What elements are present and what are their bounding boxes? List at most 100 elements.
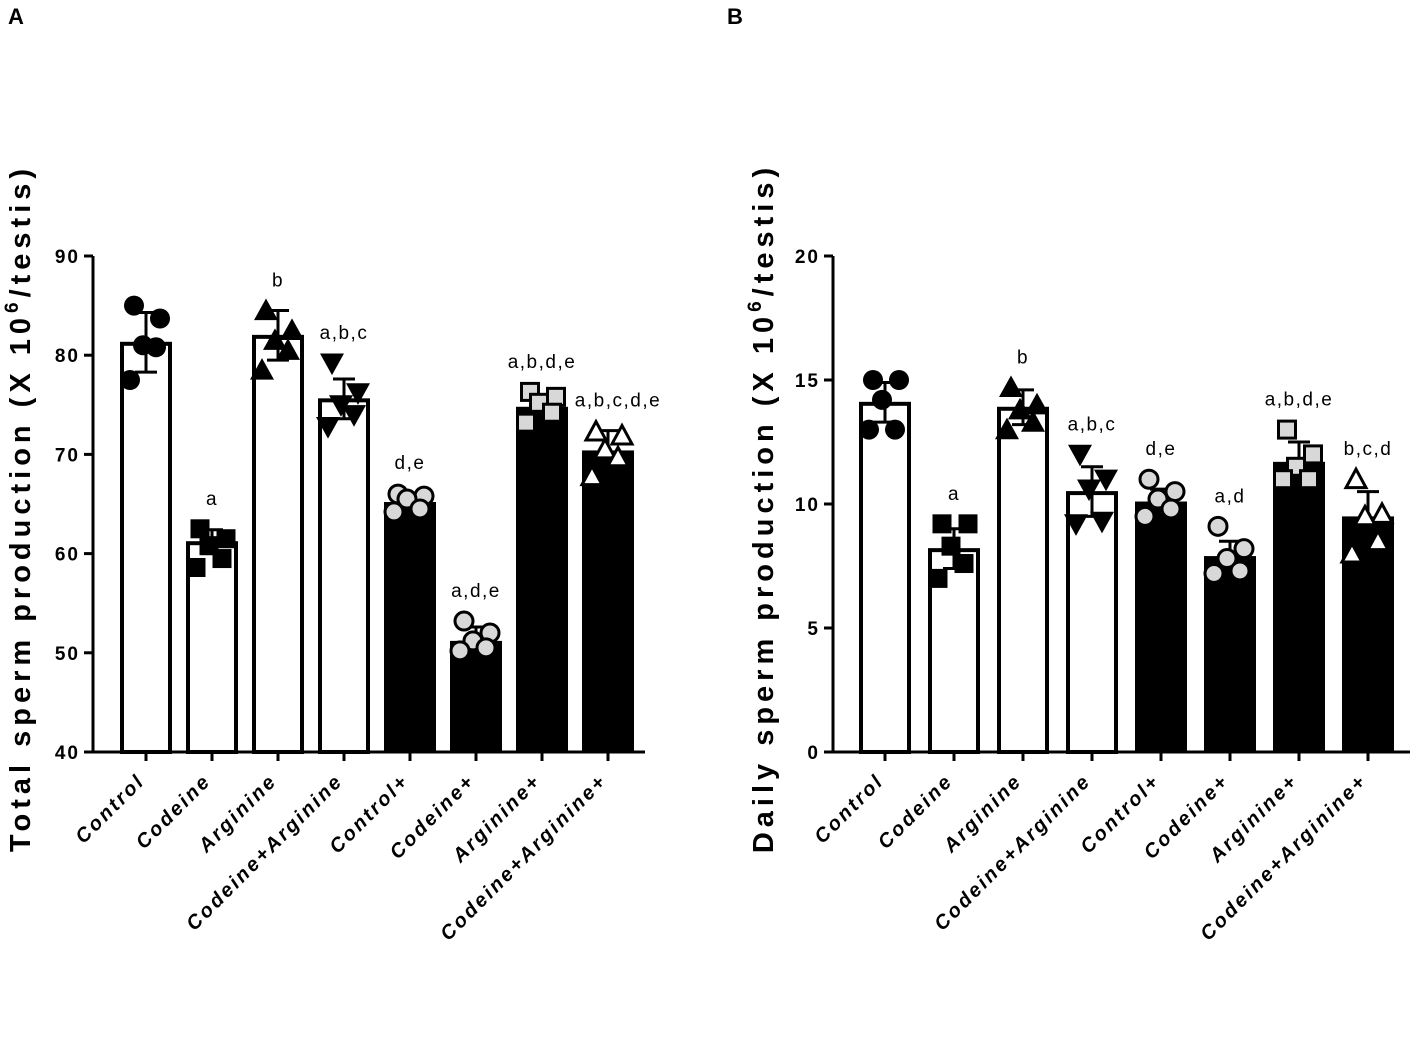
bar [1273, 461, 1325, 752]
data-point [1303, 444, 1323, 465]
data-point [1365, 528, 1391, 552]
data-point [872, 389, 892, 410]
data-point [254, 298, 278, 321]
y-tick-label: 40 [55, 743, 80, 764]
data-point [342, 405, 366, 427]
significance-label: d,e [1146, 439, 1177, 460]
data-point [1207, 515, 1229, 537]
data-point [941, 536, 961, 556]
data-point [1077, 479, 1101, 502]
bar [318, 398, 370, 754]
data-point [320, 353, 344, 376]
significance-label: a,b,c [320, 323, 369, 344]
bar [1135, 501, 1187, 752]
data-point [453, 610, 475, 632]
data-point [1021, 410, 1045, 432]
y-tick-label: 80 [55, 346, 80, 367]
data-point [542, 402, 562, 423]
data-point [889, 370, 909, 390]
data-point [124, 295, 144, 316]
data-point [932, 514, 952, 534]
data-point [1277, 419, 1297, 440]
data-point [276, 338, 300, 360]
panel-a: A Total sperm production (X 106/testis) 40… [2, 4, 661, 945]
y-axis-label: Daily sperm production (X 106/testis) [745, 163, 780, 853]
y-tick-label: 20 [795, 247, 820, 268]
y-tick-label: 70 [55, 445, 80, 466]
data-point [1339, 540, 1365, 564]
data-point [885, 419, 905, 440]
data-point [346, 383, 370, 405]
data-point [150, 308, 170, 329]
data-point [1160, 498, 1182, 520]
data-point [316, 417, 340, 439]
data-point [1090, 511, 1114, 534]
data-point [1343, 466, 1369, 490]
bar [997, 406, 1049, 754]
data-point [1203, 562, 1225, 584]
data-point [250, 358, 274, 380]
significance-label: b [272, 271, 284, 292]
bar [1204, 556, 1256, 752]
data-point [329, 395, 353, 417]
data-point [383, 501, 405, 523]
data-point [954, 554, 974, 574]
panel-letter: B [727, 4, 743, 29]
significance-label: a,b,c,d,e [575, 391, 661, 412]
y-tick-label: 5 [807, 619, 820, 640]
data-point [1299, 469, 1319, 490]
data-point [186, 557, 206, 577]
data-point [120, 370, 140, 390]
data-point [1068, 444, 1092, 467]
significance-label: a,d,e [451, 581, 501, 602]
data-point [216, 529, 236, 549]
data-point [1138, 468, 1160, 490]
significance-label: a,b,d,e [1265, 390, 1334, 411]
data-point [1369, 500, 1395, 524]
data-point [1134, 505, 1156, 527]
y-axis-label: Total sperm production (X 106/testis) [2, 164, 37, 852]
data-point [1025, 392, 1049, 415]
data-point [1229, 560, 1251, 582]
data-point [1352, 503, 1378, 527]
data-point [1164, 481, 1186, 503]
data-point [1216, 548, 1238, 570]
bar [120, 341, 172, 754]
significance-label: a [948, 484, 960, 505]
data-point [592, 436, 618, 460]
data-point [583, 418, 609, 442]
data-point [609, 422, 635, 446]
bar [582, 450, 634, 752]
y-tick-label: 0 [807, 743, 820, 764]
data-point [146, 337, 166, 358]
data-point [928, 568, 948, 588]
data-point [859, 419, 879, 440]
y-tick-label: 15 [795, 371, 820, 392]
data-point [190, 519, 210, 539]
significance-label: b [1017, 347, 1029, 368]
bar [859, 401, 911, 754]
significance-label: b,c,d [1344, 439, 1393, 460]
significance-label: a,b,d,e [508, 352, 577, 373]
data-point [605, 444, 631, 468]
data-point [1273, 469, 1293, 490]
data-point [958, 514, 978, 534]
data-point [863, 370, 883, 390]
data-point [475, 637, 497, 659]
y-tick-label: 50 [55, 644, 80, 665]
significance-label: a,d [1215, 486, 1246, 507]
significance-label: a,b,c [1068, 414, 1117, 435]
data-point [409, 498, 431, 520]
panel-b: B Daily sperm production (X 106/testis) 0 5… [727, 4, 1410, 945]
data-point [212, 549, 232, 569]
data-point [516, 412, 536, 433]
data-point [995, 417, 1019, 440]
y-tick-label: 90 [55, 247, 80, 268]
bar [1066, 491, 1118, 754]
data-point [1094, 469, 1118, 492]
panel-letter: A [8, 4, 24, 29]
data-point [263, 328, 287, 350]
data-point [1233, 538, 1255, 560]
data-point [1064, 514, 1088, 536]
